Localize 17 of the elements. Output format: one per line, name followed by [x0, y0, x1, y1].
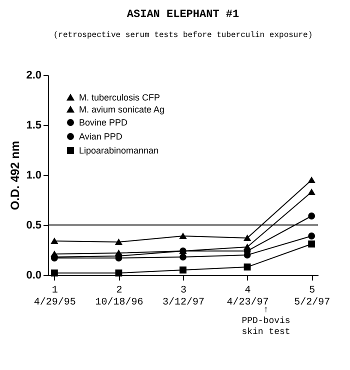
y-tick-label: 0.0: [26, 270, 42, 282]
chart-title: ASIAN ELEPHANT #1: [126, 9, 240, 21]
x-tick-label: 2 10/18/96: [95, 286, 144, 308]
y-tick-label: 0.5: [26, 220, 42, 232]
y-tick-label: 1.0: [26, 170, 42, 182]
legend-label: Lipoarabinomannan: [79, 146, 159, 156]
x-tick-label: 3 3/12/97: [162, 286, 205, 308]
y-tick-label: 1.5: [26, 120, 42, 132]
x-tick-label: 1 4/29/95: [34, 286, 76, 308]
y-axis-title: O.D. 492 nm: [8, 140, 22, 210]
legend-label: M. tuberculosis CFP: [79, 92, 160, 102]
legend-label: M. avium sonicate Ag: [79, 104, 165, 114]
chart-subtitle: (retrospective serum tests before tuberculin exposure): [53, 31, 313, 40]
legend-label: Bovine PPD: [79, 118, 128, 128]
legend-label: Avian PPD: [79, 132, 123, 142]
y-tick-label: 2.0: [26, 70, 42, 82]
x-tick-label: 5 5/2/97: [294, 286, 330, 308]
